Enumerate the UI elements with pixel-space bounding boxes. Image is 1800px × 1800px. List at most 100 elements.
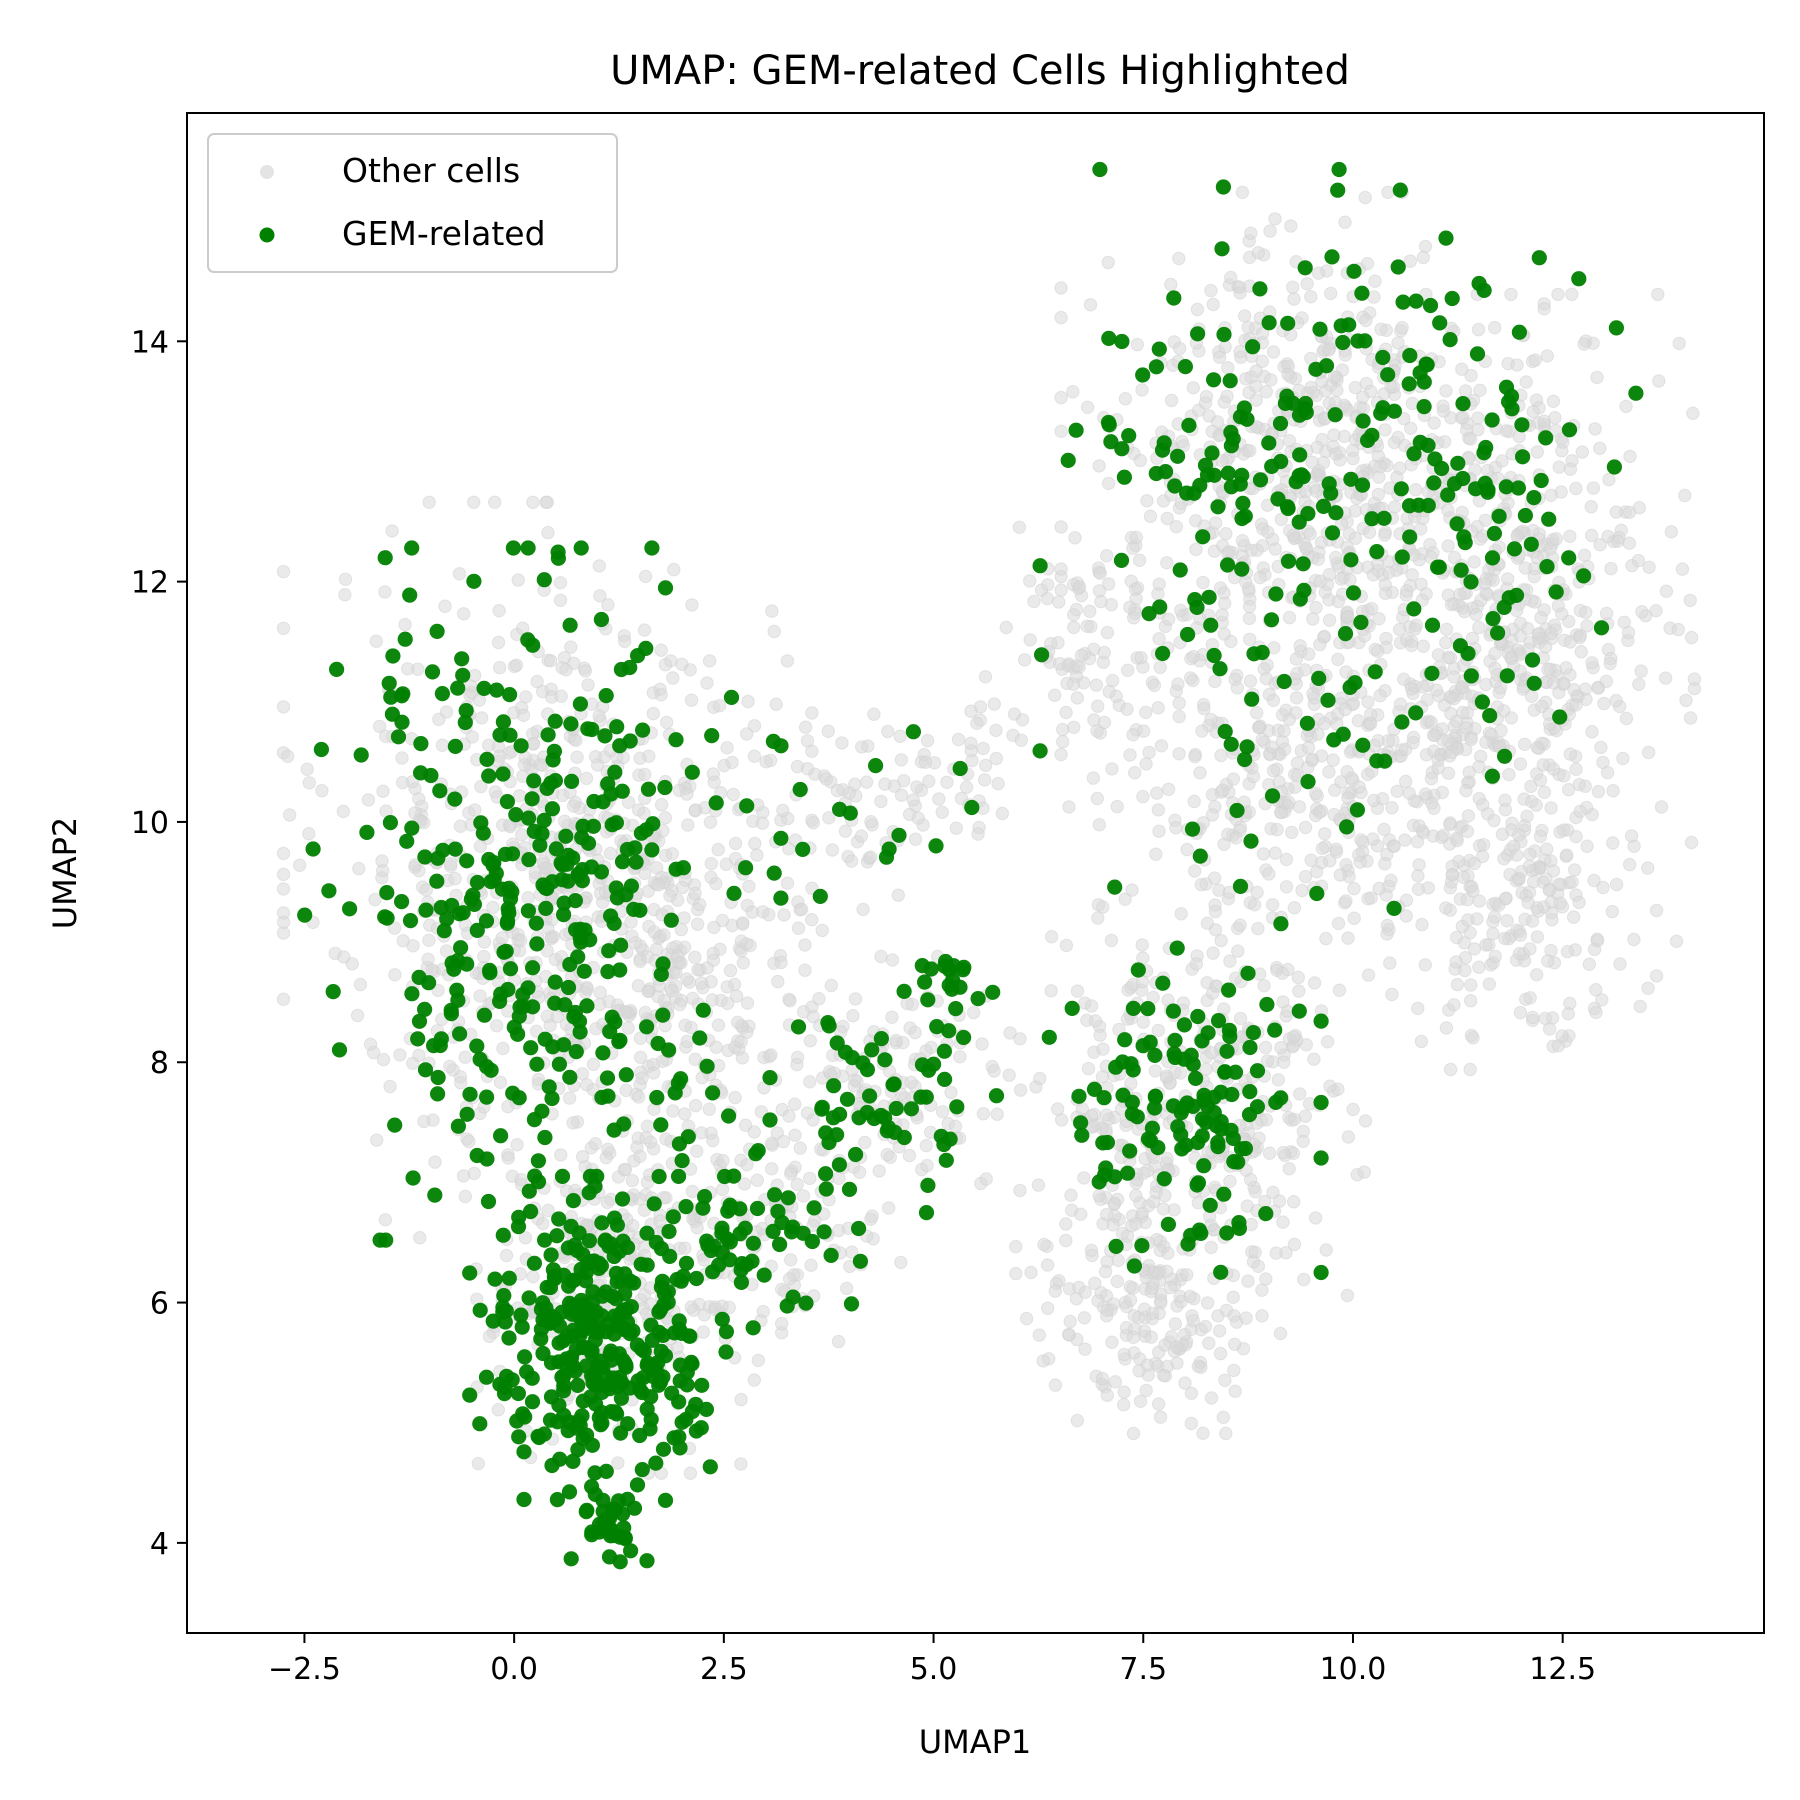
other-cell-point — [388, 968, 402, 982]
other-cell-point — [396, 934, 410, 948]
other-cell-point — [1589, 983, 1603, 997]
other-cell-point — [683, 1466, 698, 1480]
gem-related-point — [384, 706, 400, 722]
other-cell-point — [769, 697, 783, 711]
other-cell-point — [784, 1253, 798, 1267]
other-cell-point — [1298, 820, 1313, 835]
other-cell-point — [709, 1040, 723, 1054]
other-cell-point — [1186, 381, 1201, 395]
other-cell-point — [1530, 930, 1545, 944]
gem-related-point — [1227, 1064, 1244, 1080]
gem-related-point — [640, 781, 657, 797]
gem-related-point — [864, 1042, 880, 1058]
other-cell-point — [1623, 857, 1637, 872]
gem-related-point — [1034, 647, 1050, 663]
gem-related-point — [1213, 1264, 1229, 1280]
gem-related-point — [536, 572, 552, 588]
gem-related-point — [1606, 459, 1622, 475]
other-cell-point — [734, 1035, 748, 1049]
other-cell-point — [1190, 302, 1205, 317]
gem-related-point — [1174, 1141, 1190, 1157]
other-cell-point — [1059, 938, 1074, 953]
other-cell-point — [646, 706, 660, 721]
other-cell-point — [987, 1064, 1001, 1078]
other-cell-point — [979, 1172, 993, 1186]
gem-related-point — [560, 979, 577, 996]
other-cell-point — [686, 991, 700, 1006]
gem-related-point — [481, 768, 497, 784]
other-cell-point — [1313, 637, 1327, 652]
other-cell-point — [702, 1102, 716, 1116]
other-cell-point — [904, 1075, 918, 1090]
other-cell-point — [654, 643, 668, 657]
other-cell-point — [611, 1456, 625, 1470]
gem-related-point — [537, 1232, 553, 1248]
other-cell-point — [1450, 833, 1464, 848]
other-cell-point — [1207, 544, 1222, 558]
other-cell-point — [1094, 594, 1108, 609]
other-cell-point — [894, 1255, 908, 1270]
other-cell-point — [1586, 481, 1601, 495]
other-cell-point — [1377, 822, 1391, 837]
gem-related-point — [773, 830, 789, 846]
other-cell-point — [1347, 911, 1361, 925]
other-cell-point — [803, 1171, 817, 1186]
other-cell-point — [1556, 823, 1571, 837]
other-cell-point — [1495, 827, 1510, 841]
gem-related-point — [655, 1007, 671, 1023]
other-cell-point — [1472, 760, 1486, 774]
gem-related-point — [1219, 1043, 1235, 1059]
gem-related-point — [429, 873, 445, 889]
other-cell-point — [1255, 326, 1270, 340]
gem-related-point — [556, 1383, 572, 1399]
other-cell-point — [474, 779, 488, 794]
other-cell-point — [1524, 779, 1538, 794]
other-cell-point — [1135, 938, 1149, 952]
other-cell-point — [1033, 1071, 1047, 1086]
other-cell-point — [1215, 454, 1229, 468]
gem-related-point — [614, 1191, 631, 1207]
gem-related-point — [413, 736, 429, 752]
gem-related-point — [1223, 736, 1239, 752]
gem-related-point — [623, 1543, 639, 1559]
other-cell-point — [803, 1034, 817, 1048]
other-cell-point — [1136, 724, 1151, 738]
other-cell-point — [1412, 858, 1426, 872]
other-cell-point — [1472, 791, 1487, 806]
gem-related-point — [385, 648, 401, 664]
other-cell-point — [1289, 691, 1304, 705]
gem-related-point — [562, 956, 578, 973]
other-cell-point — [1487, 910, 1502, 924]
other-cell-point — [1309, 786, 1323, 801]
other-cell-point — [1172, 696, 1186, 710]
other-cell-point — [1009, 1266, 1023, 1281]
gem-related-point — [818, 1181, 834, 1197]
other-cell-point — [1069, 602, 1084, 617]
gem-related-point — [1412, 365, 1428, 381]
gem-related-point — [1155, 645, 1171, 662]
other-cell-point — [1525, 914, 1540, 928]
other-cell-point — [703, 815, 718, 829]
other-cell-point — [578, 664, 593, 678]
other-cell-point — [1519, 375, 1533, 389]
gem-related-point — [575, 818, 591, 834]
other-cell-point — [1080, 619, 1094, 633]
gem-related-point — [784, 1224, 800, 1240]
gem-related-point — [562, 617, 578, 633]
other-cell-point — [1356, 390, 1370, 404]
gem-related-point — [1176, 1017, 1192, 1033]
other-cell-point — [1259, 1272, 1273, 1286]
other-cell-point — [1137, 1302, 1152, 1316]
other-cell-point — [1153, 1410, 1168, 1424]
other-cell-point — [1555, 1029, 1569, 1043]
other-cell-point — [1012, 520, 1027, 534]
gem-related-point — [551, 1056, 568, 1072]
other-cell-point — [1541, 954, 1555, 968]
gem-related-point — [653, 1343, 669, 1359]
other-cell-point — [1204, 1240, 1218, 1255]
gem-related-point — [1315, 498, 1332, 514]
other-cell-point — [1616, 751, 1630, 766]
gem-related-point — [1098, 1160, 1114, 1176]
gem-related-point — [814, 1099, 830, 1115]
other-cell-point — [1152, 824, 1166, 838]
